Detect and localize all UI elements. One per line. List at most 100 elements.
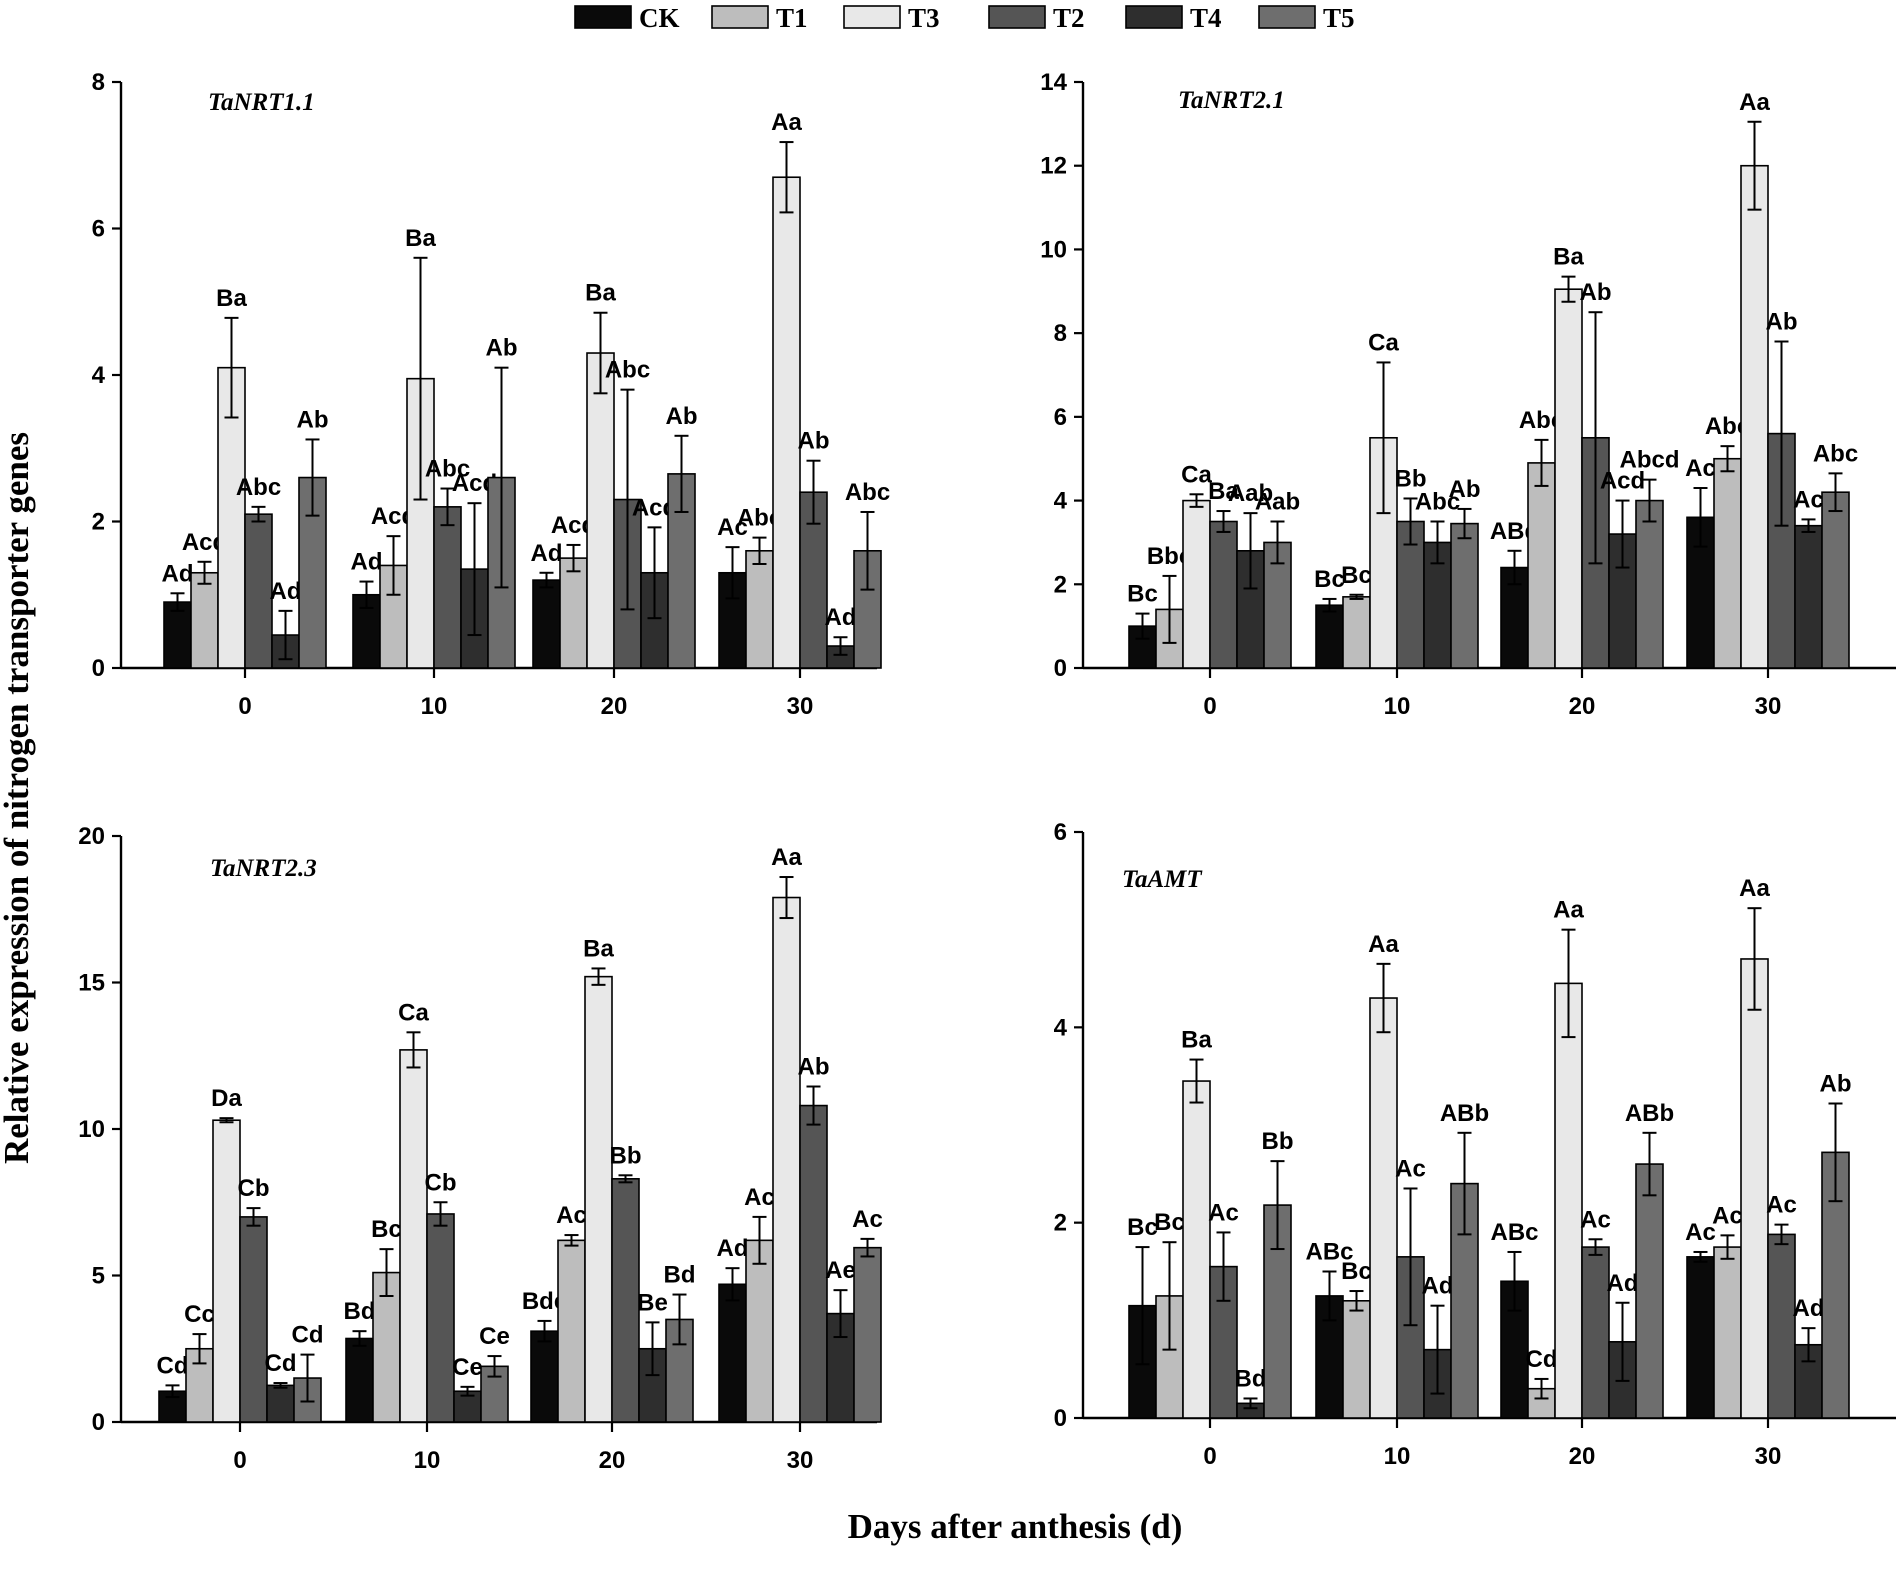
- error-bar: [1534, 1377, 1549, 1400]
- significance-label: ABb: [1440, 1100, 1489, 1127]
- legend-item: T4: [1125, 3, 1222, 33]
- significance-label: Ba: [585, 280, 616, 307]
- significance-label: Ad: [717, 1235, 749, 1262]
- bar: [1821, 491, 1850, 669]
- x-tick-label: 30: [1755, 693, 1782, 720]
- bar: [718, 1283, 747, 1423]
- error-bar: [1615, 499, 1630, 569]
- error-bar: [1349, 1290, 1364, 1312]
- significance-label: Ca: [398, 999, 429, 1026]
- bar: [1263, 541, 1292, 669]
- bar: [212, 1119, 241, 1423]
- bar: [1369, 997, 1398, 1419]
- error-bar: [1376, 361, 1391, 515]
- error-bar: [1216, 1231, 1231, 1302]
- significance-label: Ac: [744, 1184, 775, 1211]
- legend-label: CK: [639, 3, 680, 33]
- significance-label: Cd: [1526, 1346, 1558, 1373]
- significance-label: Ac: [852, 1206, 883, 1233]
- significance-label: Ba: [405, 225, 436, 252]
- bar: [745, 1239, 774, 1423]
- error-bar: [1720, 1234, 1735, 1260]
- error-bar: [460, 1385, 475, 1397]
- error-bar: [1642, 478, 1657, 523]
- error-bar: [1774, 1223, 1789, 1246]
- bar: [799, 1104, 828, 1423]
- bar: [163, 601, 192, 669]
- significance-label: Cc: [184, 1301, 215, 1328]
- significance-label: Cd: [292, 1322, 324, 1349]
- significance-label: Ac: [556, 1202, 587, 1229]
- significance-label: Bc: [1127, 1214, 1158, 1241]
- error-bar: [593, 311, 608, 395]
- x-tick-label: 10: [414, 1447, 441, 1474]
- significance-label: Bb: [610, 1142, 642, 1169]
- bar: [772, 896, 801, 1423]
- significance-label: Bc: [1341, 1258, 1372, 1285]
- bar: [1450, 522, 1479, 669]
- bar: [1821, 1151, 1850, 1419]
- significance-label: Aa: [771, 844, 802, 871]
- significance-label: ABc: [1490, 1219, 1538, 1246]
- significance-label: Ba: [1208, 478, 1239, 505]
- significance-label: Abcd: [1620, 447, 1680, 474]
- error-bar: [752, 1215, 767, 1265]
- x-tick-label: 20: [599, 1447, 626, 1474]
- error-bar: [752, 536, 767, 565]
- x-tick-label: 20: [601, 693, 628, 720]
- bar: [266, 1384, 295, 1423]
- significance-label: Ad: [1793, 1295, 1825, 1322]
- bar: [1740, 958, 1769, 1419]
- y-tick-label: 0: [92, 655, 105, 682]
- significance-label: Bc: [1341, 562, 1372, 589]
- significance-label: Ab: [798, 1054, 830, 1081]
- error-bar: [1457, 1131, 1472, 1236]
- significance-label: Ba: [216, 285, 247, 312]
- error-bar: [1162, 1241, 1177, 1351]
- error-bar: [1828, 472, 1843, 513]
- bar: [1315, 604, 1344, 669]
- legend: CK T1 T3 T2 T4 T5: [574, 3, 1355, 33]
- significance-label: Cb: [425, 1169, 457, 1196]
- y-tick-label: 0: [92, 1409, 105, 1436]
- bar: [1554, 288, 1583, 669]
- error-bar: [165, 1384, 180, 1399]
- y-tick-label: 12: [1040, 153, 1067, 180]
- significance-label: Ac: [1793, 486, 1824, 513]
- error-bar: [413, 256, 428, 501]
- error-bar: [305, 438, 320, 517]
- bar: [433, 506, 462, 669]
- error-bar: [725, 546, 740, 600]
- significance-label: Ad: [531, 540, 563, 567]
- x-tick-label: 10: [1384, 693, 1411, 720]
- error-bar: [1693, 1250, 1708, 1263]
- significance-label: Ac: [1580, 1206, 1611, 1233]
- significance-label: Ce: [452, 1354, 483, 1381]
- error-bar: [1615, 1301, 1630, 1382]
- y-tick-label: 8: [1054, 320, 1067, 347]
- legend-item: T3: [843, 3, 940, 33]
- error-bar: [672, 1293, 687, 1346]
- bar: [1794, 524, 1823, 669]
- y-tick-label: 15: [78, 970, 105, 997]
- legend-item: T2: [988, 3, 1085, 33]
- error-bar: [1693, 487, 1708, 548]
- bar: [1342, 1300, 1371, 1419]
- significance-label: Aa: [771, 109, 802, 136]
- error-bar: [860, 510, 875, 591]
- y-tick-label: 14: [1040, 69, 1067, 96]
- significance-label: Bc: [1127, 581, 1158, 608]
- significance-label: Ad: [270, 578, 302, 605]
- bar: [532, 579, 561, 669]
- significance-label: Bc: [1154, 1209, 1185, 1236]
- error-bar: [1322, 1270, 1337, 1322]
- y-tick-label: 0: [1054, 1405, 1067, 1432]
- significance-label: Cd: [157, 1352, 189, 1379]
- error-bar: [1507, 1250, 1522, 1312]
- y-tick-label: 4: [92, 362, 106, 389]
- bar: [745, 549, 774, 669]
- bar: [772, 176, 801, 669]
- error-bar: [1747, 907, 1762, 1011]
- x-tick-label: 10: [421, 693, 448, 720]
- bar: [853, 1246, 882, 1423]
